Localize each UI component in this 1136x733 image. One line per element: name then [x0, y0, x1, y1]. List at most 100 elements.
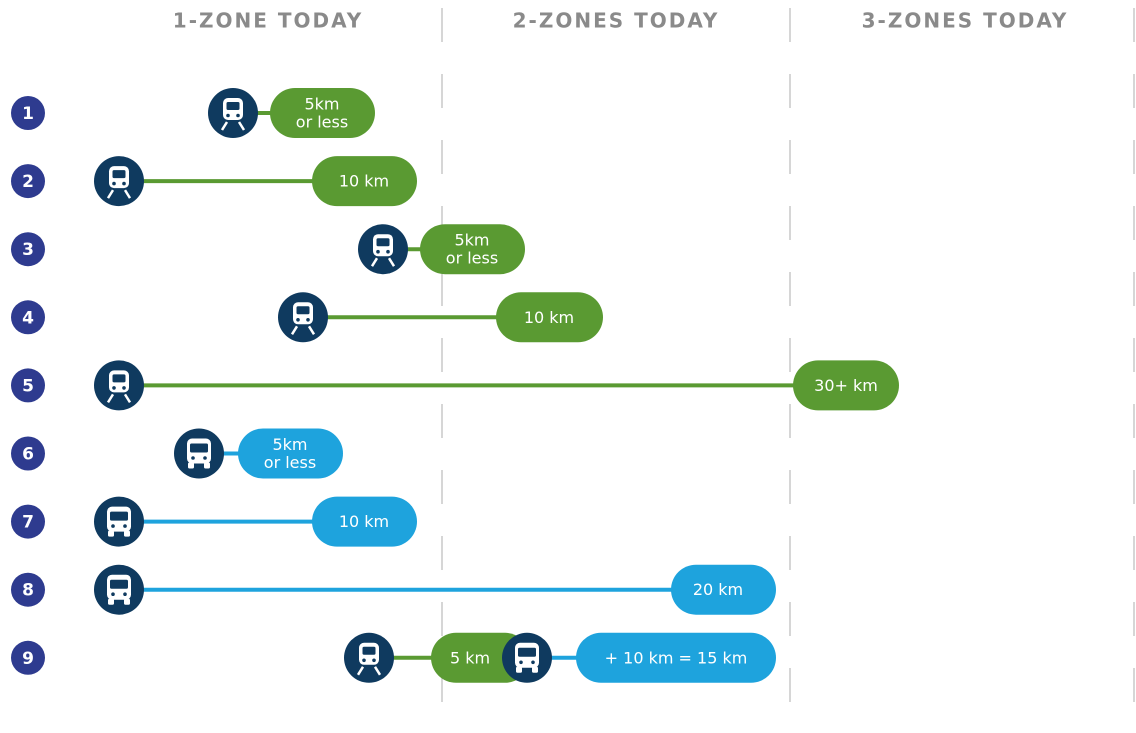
distance-label: 10 km — [524, 308, 574, 327]
icon-wheel — [108, 598, 114, 605]
icon-window — [376, 238, 390, 247]
row-number: 7 — [22, 513, 34, 533]
bus-icon — [502, 632, 552, 683]
row-number: 6 — [22, 445, 34, 465]
distance-pill — [312, 156, 417, 207]
train-icon — [94, 156, 144, 207]
icon-light — [123, 524, 127, 528]
train-icon — [94, 360, 144, 411]
icon-wheel — [204, 462, 210, 469]
icon-light — [122, 181, 126, 186]
zone-header: 1-ZONE TODAY — [173, 9, 363, 33]
row-badge — [11, 640, 45, 675]
icon-light — [226, 113, 230, 118]
row-number: 8 — [22, 581, 34, 601]
distance-label: 30+ km — [814, 376, 878, 395]
icon-light — [386, 249, 390, 254]
distance-pill — [793, 360, 899, 411]
row-number: 1 — [22, 104, 34, 124]
icon-window — [518, 647, 536, 657]
row-badge — [11, 96, 45, 130]
row-number: 3 — [22, 240, 34, 260]
distance-pill — [431, 632, 530, 683]
bus-icon — [94, 496, 144, 547]
icon-window — [226, 102, 240, 110]
row-badge — [11, 504, 45, 539]
train-icon — [344, 632, 394, 683]
distance-label: 20 km — [693, 580, 743, 599]
icon-window — [112, 374, 126, 383]
distance-label: or less — [446, 249, 498, 268]
icon-window — [296, 306, 310, 315]
distance-pill — [420, 224, 525, 275]
distance-pill — [312, 496, 417, 547]
icon-window — [110, 579, 128, 589]
icon-light — [296, 318, 300, 322]
icon-wheel — [124, 530, 130, 537]
bus-icon — [174, 428, 224, 479]
row-badge — [11, 164, 45, 199]
icon-light — [362, 658, 366, 663]
icon-light — [123, 592, 127, 596]
icon-window — [110, 511, 128, 521]
icon-light — [306, 318, 310, 322]
bus-icon — [94, 564, 144, 615]
icon-window — [112, 170, 126, 179]
row-badge — [11, 232, 45, 267]
row-badge — [11, 436, 45, 471]
icon-light — [191, 456, 195, 460]
distance-label: or less — [296, 113, 348, 132]
distance-pill — [496, 292, 603, 343]
distance-label: 5km — [272, 435, 307, 454]
icon-rails — [106, 393, 132, 404]
icon-rails — [370, 257, 396, 267]
icon-rails — [106, 189, 132, 199]
icon-light — [531, 660, 535, 665]
icon-light — [111, 592, 115, 596]
icon-rails — [356, 666, 382, 676]
train-icon — [358, 224, 408, 275]
icon-light — [112, 181, 116, 186]
icon-wheel — [516, 666, 522, 673]
icon-light — [376, 249, 380, 254]
distance-label: 5km — [454, 231, 489, 250]
icon-wheel — [124, 598, 130, 605]
distance-label: or less — [264, 453, 316, 472]
icon-window — [190, 443, 208, 453]
train-icon — [278, 292, 328, 343]
distance-label: 5 km — [450, 648, 490, 667]
row-number: 4 — [22, 308, 34, 328]
distance-label: 10 km — [339, 512, 389, 531]
row-badge — [11, 300, 45, 335]
zone-header: 2-ZONES TODAY — [513, 9, 720, 33]
distance-pill — [576, 632, 776, 683]
icon-wheel — [188, 462, 194, 469]
distance-label: 10 km — [339, 172, 389, 191]
row-number: 5 — [22, 376, 34, 396]
distance-pill — [270, 88, 375, 138]
icon-light — [122, 386, 126, 390]
train-icon — [208, 88, 258, 138]
distance-label: 5km — [304, 95, 339, 114]
row-badge — [11, 368, 45, 403]
distance-label: + 10 km = 15 km — [605, 648, 748, 667]
icon-light — [372, 658, 376, 663]
distance-pill — [238, 428, 343, 479]
icon-light — [236, 113, 240, 118]
icon-light — [519, 660, 523, 665]
row-number: 9 — [22, 649, 34, 669]
icon-rails — [220, 121, 246, 131]
zone-dividers — [441, 8, 1135, 729]
icon-window — [362, 646, 376, 655]
zone-header: 3-ZONES TODAY — [862, 9, 1069, 33]
row-number: 2 — [22, 172, 34, 192]
icon-wheel — [532, 666, 538, 673]
icon-rails — [290, 325, 316, 335]
row-badge — [11, 572, 45, 607]
icon-light — [111, 524, 115, 528]
icon-light — [203, 456, 207, 460]
icon-light — [112, 386, 116, 390]
icon-wheel — [108, 530, 114, 537]
distance-pill — [671, 564, 776, 615]
